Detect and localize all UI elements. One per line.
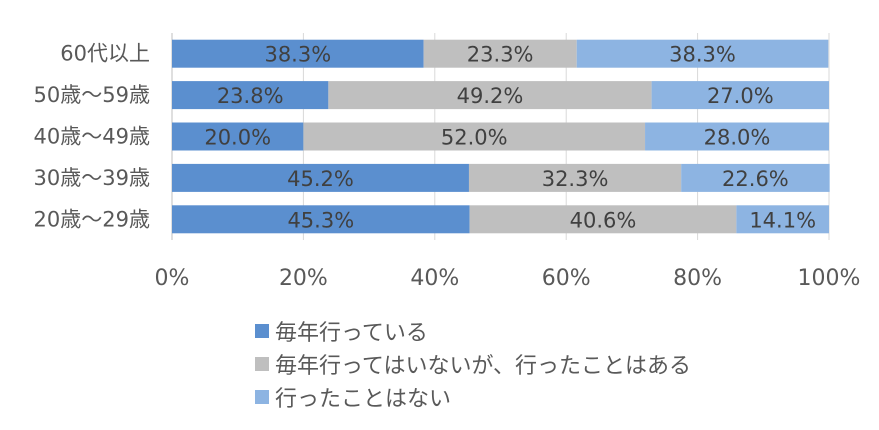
category-label-3: 30歳～39歳: [34, 166, 150, 190]
category-label-2: 40歳～49歳: [34, 125, 150, 149]
x-tick-label-2: 40%: [410, 266, 459, 291]
data-label-0-0: 38.3%: [264, 43, 331, 67]
bar-0-2: [172, 122, 304, 151]
data-label-2-4: 14.1%: [749, 208, 816, 232]
legend-label-2: 行ったことはない: [275, 386, 452, 412]
data-label-0-2: 20.0%: [204, 126, 271, 150]
data-label-2-2: 28.0%: [704, 126, 771, 150]
data-label-1-1: 49.2%: [457, 84, 524, 108]
bar-2-2: [645, 122, 829, 151]
legend-swatch-2: [255, 389, 269, 404]
data-label-2-3: 22.6%: [722, 167, 789, 191]
bar-2-4: [736, 205, 829, 234]
legend-item-0: 毎年行っている: [255, 314, 691, 347]
data-label-0-3: 45.2%: [287, 167, 354, 191]
data-label-0-1: 23.8%: [217, 84, 284, 108]
bar-1-0: [423, 39, 577, 68]
bar-0-3: [172, 163, 469, 192]
legend: 毎年行っている毎年行ってはいないが、行ったことはある 行ったことはない: [255, 314, 691, 413]
legend-swatch-1: [255, 356, 269, 371]
bar-2-1: [651, 81, 829, 110]
bar-2-3: [681, 163, 830, 192]
x-tick-label-5: 100%: [798, 266, 861, 291]
bar-0-0: [172, 39, 424, 68]
bar-0-4: [172, 205, 470, 234]
legend-item-2: 行ったことはない: [255, 380, 691, 413]
bar-2-0: [576, 39, 829, 68]
x-tick-label-3: 60%: [542, 266, 591, 291]
data-label-1-0: 23.3%: [467, 43, 534, 67]
data-label-1-2: 52.0%: [441, 126, 508, 150]
data-label-2-1: 27.0%: [707, 84, 774, 108]
legend-item-1: 毎年行ってはいないが、行ったことはある: [255, 347, 691, 380]
bar-1-2: [303, 122, 646, 151]
category-label-0: 60代以上: [60, 42, 150, 66]
legend-label-0: 毎年行っている: [275, 320, 428, 346]
category-label-1: 50歳～59歳: [34, 83, 150, 107]
legend-swatch-0: [255, 323, 269, 338]
x-tick-label-4: 80%: [673, 266, 722, 291]
data-label-1-3: 32.3%: [542, 167, 609, 191]
x-tick-label-0: 0%: [155, 266, 190, 291]
data-label-0-4: 45.3%: [287, 208, 354, 232]
data-label-2-0: 38.3%: [669, 43, 736, 67]
bar-0-1: [172, 81, 329, 110]
x-tick-label-1: 20%: [279, 266, 328, 291]
category-label-4: 20歳～29歳: [34, 207, 150, 231]
bar-1-1: [328, 81, 652, 110]
bar-1-3: [468, 163, 682, 192]
legend-label-1: 毎年行ってはいないが、行ったことはある: [275, 353, 692, 379]
bar-1-4: [469, 205, 737, 234]
data-label-1-4: 40.6%: [570, 208, 637, 232]
